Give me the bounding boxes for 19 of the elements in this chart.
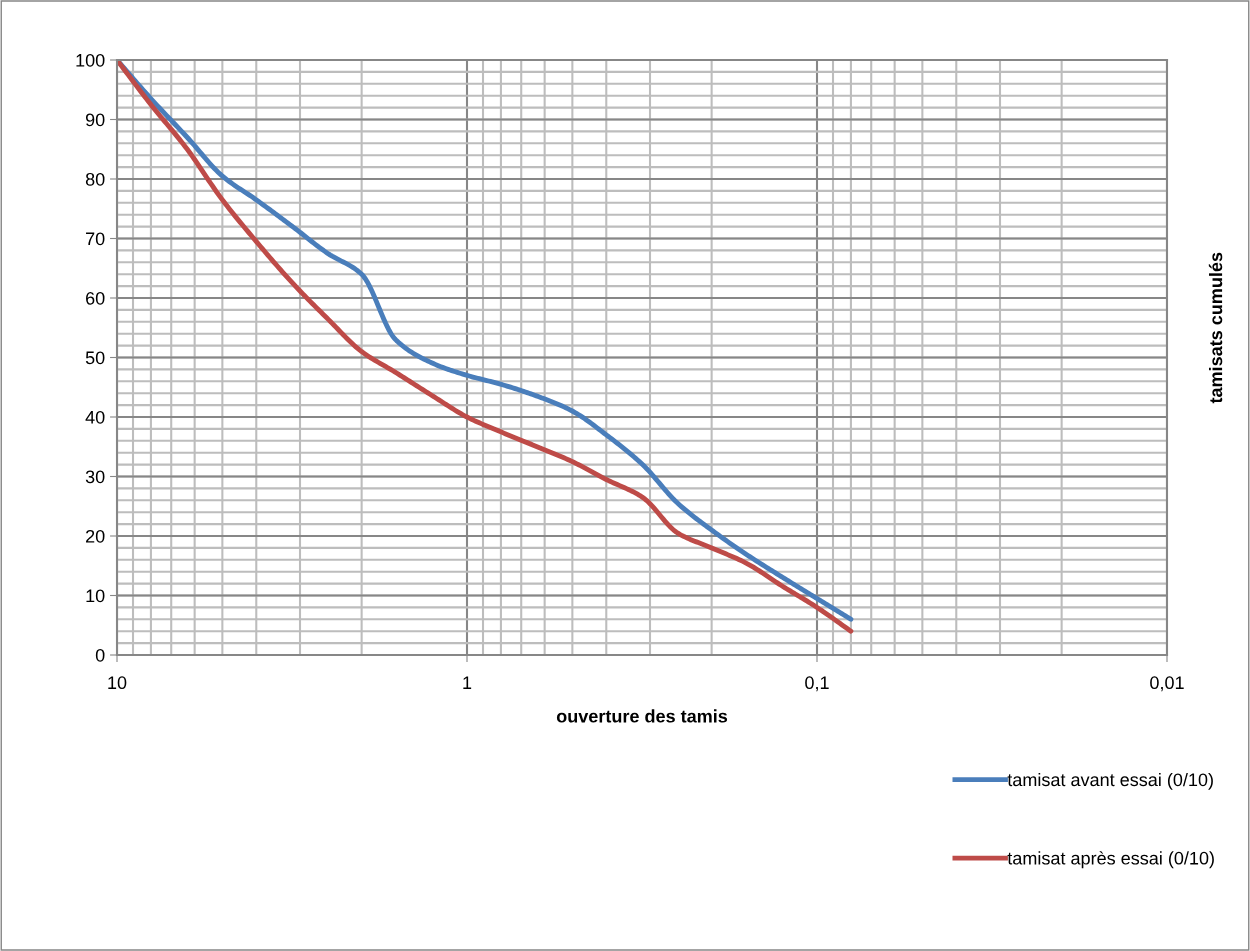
y-tick-label: 10 bbox=[86, 589, 105, 603]
y-tick-label: 0 bbox=[95, 648, 105, 662]
y-tick-label: 30 bbox=[85, 470, 105, 484]
y-tick-label: 20 bbox=[86, 529, 105, 543]
y-tick-label: 100 bbox=[76, 53, 105, 67]
legend-label: tamisat après essai (0/10) bbox=[1007, 851, 1214, 869]
y-axis-title: tamisats cumulés bbox=[1208, 252, 1223, 404]
x-tick-label: 0,1 bbox=[805, 676, 829, 692]
x-tick-label: 0,01 bbox=[1150, 676, 1184, 692]
y-tick-label: 60 bbox=[86, 291, 105, 305]
y-tick-label: 50 bbox=[85, 351, 105, 365]
y-tick-label: 80 bbox=[85, 172, 105, 186]
x-tick-label: 1 bbox=[463, 676, 472, 689]
legend-label: tamisat avant essai (0/10) bbox=[1007, 772, 1213, 790]
y-tick-label: 70 bbox=[86, 232, 105, 246]
x-tick-label: 10 bbox=[108, 676, 127, 690]
x-axis-title: ouverture des tamis bbox=[556, 709, 728, 723]
y-tick-label: 90 bbox=[85, 113, 105, 127]
y-tick-label: 40 bbox=[85, 410, 105, 424]
